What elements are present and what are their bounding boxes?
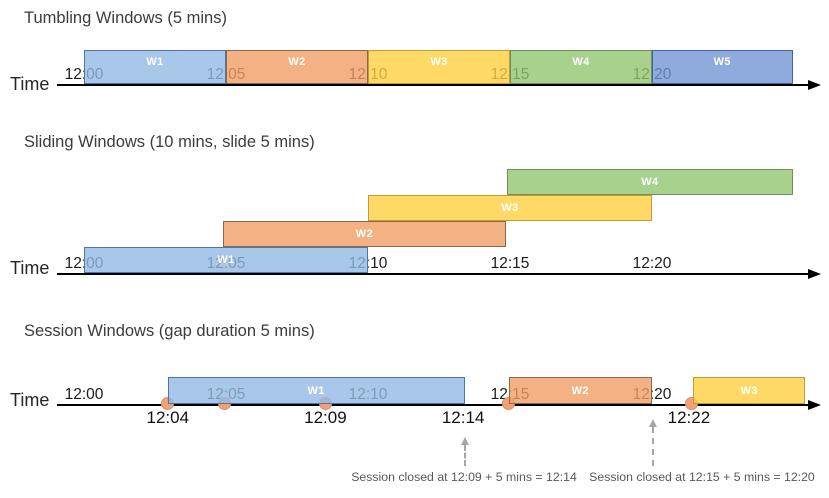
time-axis-label-session: Time — [10, 390, 50, 410]
window-bar-sliding-w1: W1 — [84, 247, 368, 273]
window-label: W2 — [571, 384, 589, 397]
axis-arrowhead-icon — [808, 79, 821, 90]
tumbling-section-title: Tumbling Windows (5 mins) — [24, 9, 227, 27]
window-label: W1 — [307, 384, 325, 397]
axis-arrowhead-icon — [808, 399, 821, 410]
window-label: W3 — [430, 56, 448, 68]
time-axis-label-sliding: Time — [10, 258, 50, 278]
window-bar-session-w2: W2 — [508, 377, 652, 404]
close-arrow-line — [652, 427, 655, 466]
axis-line-sliding — [57, 273, 810, 275]
time-axis-label-tumbling: Time — [10, 74, 50, 94]
event-time-label: 12:22 — [667, 408, 711, 427]
window-bar-session-w3: W3 — [693, 377, 806, 404]
window-label: W1 — [217, 254, 235, 266]
tick-label-session: 12:00 — [64, 386, 104, 403]
close-arrow-line — [463, 445, 466, 466]
axis-arrowhead-icon — [808, 268, 821, 279]
window-bar-session-w1: W1 — [167, 377, 465, 404]
event-time-label: 12:04 — [146, 408, 190, 427]
window-label: W1 — [146, 56, 164, 68]
window-bar-tumbling-w4: W4 — [510, 50, 652, 84]
event-time-label: 12:14 — [441, 408, 485, 427]
axis-line-tumbling — [57, 84, 810, 86]
session-section-title: Session Windows (gap duration 5 mins) — [24, 322, 315, 340]
session-closed-annotation: Session closed at 12:15 + 5 mins = 12:20 — [589, 470, 815, 484]
tick-label-sliding: 12:20 — [632, 255, 672, 272]
session-closed-annotation: Session closed at 12:09 + 5 mins = 12:14 — [351, 470, 577, 484]
window-bar-sliding-w4: W4 — [507, 169, 793, 195]
window-label: W4 — [641, 176, 659, 188]
sliding-section-title: Sliding Windows (10 mins, slide 5 mins) — [24, 133, 315, 151]
close-arrow-icon — [649, 419, 658, 427]
window-label: W3 — [501, 202, 519, 214]
tick-label-sliding: 12:15 — [490, 255, 530, 272]
axis-line-session — [57, 404, 810, 406]
event-time-label: 12:09 — [304, 408, 347, 427]
window-label: W3 — [740, 384, 758, 397]
window-bar-sliding-w3: W3 — [368, 195, 652, 221]
window-bar-tumbling-w3: W3 — [368, 50, 510, 84]
window-bar-tumbling-w1: W1 — [84, 50, 226, 84]
window-bar-sliding-w2: W2 — [223, 221, 506, 247]
window-bar-tumbling-w2: W2 — [226, 50, 368, 84]
window-label: W2 — [288, 56, 306, 68]
window-label: W5 — [713, 56, 731, 68]
window-label: W4 — [572, 56, 590, 68]
window-bar-tumbling-w5: W5 — [652, 50, 793, 84]
window-label: W2 — [355, 228, 374, 240]
close-arrow-icon — [460, 437, 469, 445]
